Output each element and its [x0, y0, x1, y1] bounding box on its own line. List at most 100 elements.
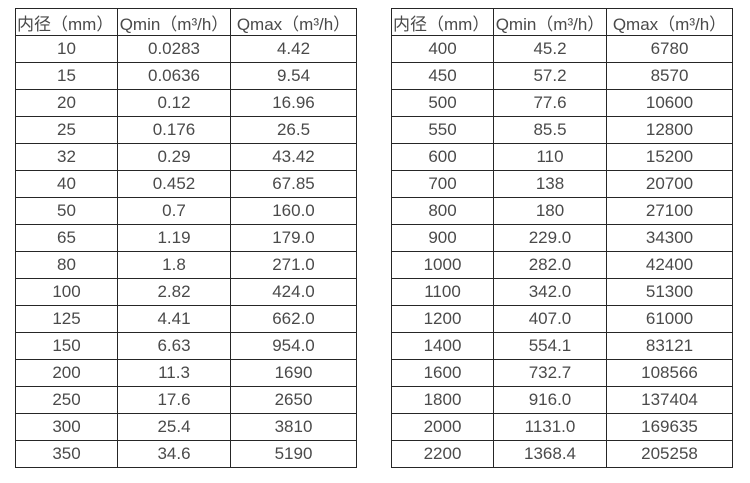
diameter-cell: 2200: [391, 440, 494, 468]
table-row: 1000 282.0 42400: [391, 251, 733, 279]
table-row: 65 1.19 179.0: [15, 224, 357, 252]
qmin-cell: 1368.4: [493, 440, 607, 468]
diameter-cell: 20: [15, 89, 118, 117]
qmax-cell: 26.5: [230, 116, 357, 144]
table-row: 2000 1131.0 169635: [391, 413, 733, 441]
table-row: 200 11.3 1690: [15, 359, 357, 387]
table-row: 1100 342.0 51300: [391, 278, 733, 306]
qmax-cell: 67.85: [230, 170, 357, 198]
qmin-cell: 25.4: [117, 413, 231, 441]
qmin-cell: 45.2: [493, 35, 607, 63]
table-row: 700 138 20700: [391, 170, 733, 198]
qmin-cell: 1131.0: [493, 413, 607, 441]
qmin-cell: 6.63: [117, 332, 231, 360]
qmax-cell: 9.54: [230, 62, 357, 90]
qmax-cell: 108566: [606, 359, 733, 387]
column-header-1: Qmin（m³/h）: [117, 8, 231, 36]
qmax-cell: 20700: [606, 170, 733, 198]
qmax-cell: 27100: [606, 197, 733, 225]
table-row: 50 0.7 160.0: [15, 197, 357, 225]
qmax-cell: 169635: [606, 413, 733, 441]
column-header-0: 内径（mm）: [15, 8, 118, 36]
diameter-cell: 2000: [391, 413, 494, 441]
table-row: 150 6.63 954.0: [15, 332, 357, 360]
flow-table-large-diameters: 内径（mm） Qmin（m³/h） Qmax（m³/h） 400 45.2 6780 450…: [391, 8, 733, 468]
qmax-cell: 5190: [230, 440, 357, 468]
table-row: 125 4.41 662.0: [15, 305, 357, 333]
qmax-cell: 6780: [606, 35, 733, 63]
qmin-cell: 0.29: [117, 143, 231, 171]
table-row: 550 85.5 12800: [391, 116, 733, 144]
table-row: 32 0.29 43.42: [15, 143, 357, 171]
table-row: 10 0.0283 4.42: [15, 35, 357, 63]
diameter-cell: 500: [391, 89, 494, 117]
qmin-cell: 407.0: [493, 305, 607, 333]
qmax-cell: 179.0: [230, 224, 357, 252]
diameter-cell: 150: [15, 332, 118, 360]
table-row: 400 45.2 6780: [391, 35, 733, 63]
diameter-cell: 40: [15, 170, 118, 198]
table-row: 900 229.0 34300: [391, 224, 733, 252]
table-row: 20 0.12 16.96: [15, 89, 357, 117]
table-row: 1600 732.7 108566: [391, 359, 733, 387]
qmin-cell: 0.0283: [117, 35, 231, 63]
qmax-cell: 160.0: [230, 197, 357, 225]
qmin-cell: 17.6: [117, 386, 231, 414]
diameter-cell: 400: [391, 35, 494, 63]
qmax-cell: 271.0: [230, 251, 357, 279]
table-row: 1200 407.0 61000: [391, 305, 733, 333]
table-row: 25 0.176 26.5: [15, 116, 357, 144]
diameter-cell: 600: [391, 143, 494, 171]
qmin-cell: 180: [493, 197, 607, 225]
diameter-cell: 800: [391, 197, 494, 225]
table-row: 350 34.6 5190: [15, 440, 357, 468]
diameter-cell: 32: [15, 143, 118, 171]
table-row: 1400 554.1 83121: [391, 332, 733, 360]
qmin-cell: 0.12: [117, 89, 231, 117]
qmin-cell: 0.452: [117, 170, 231, 198]
table-row: 40 0.452 67.85: [15, 170, 357, 198]
column-header-2: Qmax（m³/h）: [606, 8, 733, 36]
qmin-cell: 282.0: [493, 251, 607, 279]
qmin-cell: 342.0: [493, 278, 607, 306]
diameter-cell: 1100: [391, 278, 494, 306]
table-row: 800 180 27100: [391, 197, 733, 225]
qmin-cell: 1.8: [117, 251, 231, 279]
qmax-cell: 662.0: [230, 305, 357, 333]
diameter-cell: 900: [391, 224, 494, 252]
qmin-cell: 34.6: [117, 440, 231, 468]
diameter-cell: 450: [391, 62, 494, 90]
table-row: 2200 1368.4 205258: [391, 440, 733, 468]
table-row: 250 17.6 2650: [15, 386, 357, 414]
qmax-cell: 1690: [230, 359, 357, 387]
diameter-cell: 200: [15, 359, 118, 387]
diameter-cell: 80: [15, 251, 118, 279]
qmax-cell: 3810: [230, 413, 357, 441]
column-header-2: Qmax（m³/h）: [230, 8, 357, 36]
diameter-cell: 50: [15, 197, 118, 225]
diameter-cell: 1200: [391, 305, 494, 333]
qmax-cell: 137404: [606, 386, 733, 414]
diameter-cell: 1000: [391, 251, 494, 279]
diameter-cell: 25: [15, 116, 118, 144]
qmin-cell: 0.7: [117, 197, 231, 225]
qmax-cell: 15200: [606, 143, 733, 171]
qmin-cell: 11.3: [117, 359, 231, 387]
qmin-cell: 1.19: [117, 224, 231, 252]
qmax-cell: 16.96: [230, 89, 357, 117]
diameter-cell: 1800: [391, 386, 494, 414]
header-row: 内径（mm） Qmin（m³/h） Qmax（m³/h）: [391, 8, 733, 36]
qmin-cell: 4.41: [117, 305, 231, 333]
qmin-cell: 2.82: [117, 278, 231, 306]
qmax-cell: 10600: [606, 89, 733, 117]
diameter-cell: 15: [15, 62, 118, 90]
diameter-cell: 125: [15, 305, 118, 333]
table-row: 15 0.0636 9.54: [15, 62, 357, 90]
qmax-cell: 61000: [606, 305, 733, 333]
table-row: 80 1.8 271.0: [15, 251, 357, 279]
header-row: 内径（mm） Qmin（m³/h） Qmax（m³/h）: [15, 8, 357, 36]
diameter-cell: 300: [15, 413, 118, 441]
qmin-cell: 0.176: [117, 116, 231, 144]
table-row: 500 77.6 10600: [391, 89, 733, 117]
qmax-cell: 34300: [606, 224, 733, 252]
